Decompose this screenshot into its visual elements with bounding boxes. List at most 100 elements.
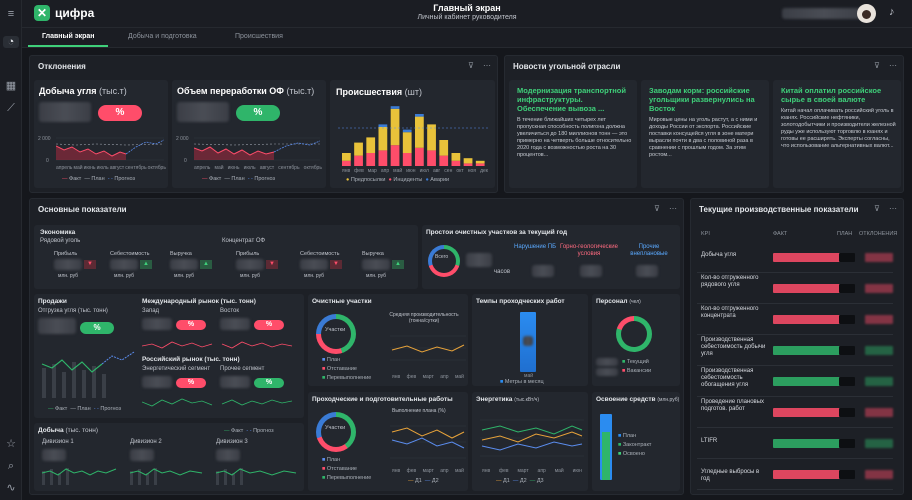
kpi-deviation-bar (865, 253, 893, 262)
ru-title: Российский рынок (тыс. тонн) (142, 356, 240, 363)
incident-bar (475, 163, 485, 166)
faces-donut: Участки (316, 314, 356, 354)
more-icon[interactable]: ⋯ (483, 61, 491, 70)
tempo-bar (520, 312, 536, 372)
arrow-down-icon: ▼ (266, 260, 278, 269)
news-body: В течение ближайших четырех лет пропускн… (517, 117, 632, 158)
filter-icon[interactable]: ⊽ (468, 61, 474, 70)
incident-bar (342, 153, 351, 161)
arrow-down-icon: ▼ (330, 260, 342, 269)
incident-bar (390, 145, 400, 166)
kpi-row[interactable]: Производственная себестоимость обогащени… (697, 367, 893, 397)
news-card-1[interactable]: Модернизация транспортной инфраструктуры… (509, 80, 637, 188)
ru-energy: Энергетический сегмент (142, 366, 211, 372)
mining-card: Добыча (тыс. тонн) — Факт - - Прогноз Ди… (34, 423, 304, 491)
metric-label: Себестоимость (300, 251, 340, 257)
economy-metric: Прибыль ▼ млн. руб (236, 251, 286, 287)
downtime-card: Простои очистных участков за текущий год… (422, 225, 680, 289)
kpi-fact-bar (773, 470, 843, 479)
economy-metric: Себестоимость ▼ млн. руб (300, 251, 350, 287)
incident-bar (378, 124, 388, 127)
tab-main[interactable]: Главный экран (27, 33, 110, 47)
economy-metric: Выручка ▲ млн. руб (170, 251, 220, 287)
processing-legend: — Факт — План - - Прогноз (202, 176, 276, 182)
kpi-row[interactable]: Добыча угля (697, 243, 893, 273)
processing-card: Объем переработки ОФ (тыс.т) % 2 000 0 а… (172, 80, 326, 188)
processing-card-title: Объем переработки ОФ (тыс.т) (177, 86, 315, 96)
kpi-row[interactable]: LTIFR (697, 429, 893, 459)
kpi-name: Добыча угля (701, 252, 737, 258)
bell-icon[interactable]: ♪ (889, 6, 895, 18)
kpi-row[interactable]: Производственная себестоимость добычи уг… (697, 336, 893, 366)
kpi-name: Производственная себестоимость обогащени… (701, 368, 754, 388)
kpi-plan-blurred (839, 253, 855, 262)
kpi-fact-bar (773, 253, 843, 262)
kpi-plan-blurred (839, 284, 855, 293)
downtime-cat-other: Прочие внеплановые (630, 244, 668, 257)
intl-east-pct: % (254, 320, 284, 330)
incidents-x-axis: янв фев мар апр май июн июл авг сен окт ноя дек (342, 168, 488, 174)
table-icon[interactable]: ▦ (5, 80, 17, 92)
funds-title: Освоение средств (млн.руб) (596, 396, 680, 403)
staff-current-blurred (596, 358, 618, 366)
tab-bar: Главный экран Добыча и подготовка Происш… (22, 28, 912, 48)
intl-west-pct: % (176, 320, 206, 330)
tab-incidents[interactable]: Происшествия (235, 33, 283, 40)
incident-bar (463, 158, 473, 164)
more-icon[interactable]: ⋯ (889, 204, 897, 213)
news-card-2[interactable]: Заводам корм: российские угольщики разве… (641, 80, 769, 188)
kpi-plan-blurred (839, 470, 855, 479)
current-title: Текущие производственные показатели (699, 205, 859, 214)
incidents-legend: ● Предпосылки ● Инциденты ● Аварии (346, 177, 450, 183)
filter-icon[interactable]: ⊽ (654, 204, 660, 213)
incident-bar (402, 129, 412, 133)
filter-icon[interactable]: ⊽ (874, 61, 880, 70)
more-icon[interactable]: ⋯ (889, 61, 897, 70)
coal-x-axis: апрель май июнь июль август сентябрь октябрь (56, 165, 166, 171)
faces-card: Очистные участки Участки ■ План ■ Отстава… (308, 294, 468, 386)
kpi-row[interactable]: Проведение плановых подготов. работ (697, 398, 893, 428)
news-headline[interactable]: Модернизация транспортной инфраструктуры… (517, 86, 626, 113)
intl-east-blurred (220, 318, 250, 330)
energy-title: Энергетика (тыс.кВт/ч) (476, 396, 539, 403)
economy-metric: Себестоимость ▲ млн. руб (110, 251, 160, 287)
news-panel: Новости угольной отрасли ⊽ ⋯ Модернизаци… (504, 55, 904, 193)
search-icon[interactable]: ⌕ (7, 460, 15, 472)
kpi-row[interactable]: Угледные выбросы в год (697, 460, 893, 490)
incident-bar (378, 150, 388, 166)
mining-title: Добыча (тыс. тонн) (38, 427, 98, 434)
news-headline[interactable]: Китай оплатил российское сырье в своей в… (781, 86, 882, 104)
metric-unit: млн. руб (240, 273, 261, 279)
kpi-deviation-bar (865, 284, 893, 293)
avatar[interactable] (857, 4, 876, 23)
pulse-icon[interactable]: ∿ (6, 482, 16, 494)
downtime-all-label: Всего (435, 254, 449, 260)
news-body: Китай начал оплачивать российский уголь … (781, 108, 896, 149)
kpi-deviation-bar (865, 346, 893, 355)
kpi-row[interactable]: Кол-во отгруженного концентрата (697, 305, 893, 335)
dashboard-icon[interactable]: ◔ (3, 36, 19, 48)
current-indicators-panel: Текущие производственные показатели ⊽ ⋯ … (690, 198, 904, 495)
funds-legend: ■ План ■ Законтракт ■ Освоено (618, 433, 652, 457)
incident-bar (415, 114, 424, 117)
menu-icon[interactable]: ≡ (7, 8, 15, 20)
chart-icon[interactable]: ⟋ (7, 102, 15, 114)
metric-value-blurred (236, 259, 264, 270)
tab-mining[interactable]: Добыча и подготовка (128, 33, 197, 40)
tunneling-chart (390, 425, 466, 459)
side-rail: ≡ ◔ ▦ ⟋ ☆ ⌕ ∿ (0, 0, 22, 500)
kpi-fact-bar (773, 439, 843, 448)
more-icon[interactable]: ⋯ (669, 204, 677, 213)
faces-chart (390, 335, 466, 361)
economy-sub-coal: Рядовой уголь (40, 238, 81, 244)
metric-label: Выручка (170, 251, 192, 257)
logo[interactable]: ✕ цифра (34, 5, 94, 21)
news-card-3[interactable]: Китай оплатил российское сырье в своей в… (773, 80, 901, 188)
incident-bar (415, 147, 424, 166)
kpi-deviation-bar (865, 377, 893, 386)
star-icon[interactable]: ☆ (6, 438, 16, 450)
kpi-row[interactable]: Кол-во отгруженного рядового угля (697, 274, 893, 304)
news-headline[interactable]: Заводам корм: российские угольщики разве… (649, 86, 755, 113)
filter-icon[interactable]: ⊽ (874, 204, 880, 213)
metric-value-blurred (300, 259, 328, 270)
